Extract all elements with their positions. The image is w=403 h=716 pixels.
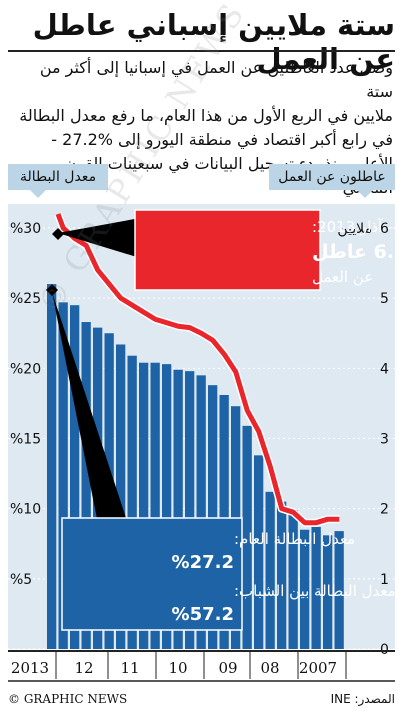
callout-diamond-bar bbox=[46, 284, 58, 296]
x-tick-label: 2007 bbox=[299, 659, 337, 677]
right-tick-label: 1 bbox=[380, 572, 389, 588]
callout-red-line2: 6.202.700 عاطل bbox=[312, 241, 403, 263]
footer: © GRAPHIC NEWS المصدر: INE bbox=[8, 688, 395, 712]
x-tick-label: 11 bbox=[120, 659, 139, 677]
bar bbox=[242, 425, 252, 649]
callout-blue-box bbox=[61, 517, 243, 631]
bar bbox=[127, 355, 137, 649]
bar bbox=[162, 364, 172, 649]
intro-line: في رابع أكبر اقتصاد في منطقة اليورو إلى … bbox=[51, 130, 393, 149]
bar bbox=[208, 385, 218, 649]
callout-diamond-top bbox=[52, 228, 64, 240]
page-title: ستة ملايين إسباني عاطل عن العمل bbox=[32, 8, 395, 76]
bar bbox=[70, 305, 80, 649]
x-tick-label: 09 bbox=[218, 659, 237, 677]
legend-unemployment-rate: معدل البطالة bbox=[8, 164, 108, 198]
bar bbox=[300, 529, 310, 649]
callout-blue-pointer bbox=[52, 292, 128, 524]
bar bbox=[116, 344, 126, 649]
title-rule bbox=[8, 50, 395, 52]
x-tick-label: 08 bbox=[260, 659, 279, 677]
right-tick-label: 5 bbox=[380, 291, 389, 307]
intro-text: وصل عدد العاطلين عن العمل في إسبانيا إلى… bbox=[10, 56, 393, 200]
bar bbox=[196, 375, 206, 649]
callouts: كانون الثاني - آذار 2013: 6.202.700 عاطل… bbox=[46, 209, 403, 631]
bar bbox=[254, 455, 264, 649]
x-tick-label: 10 bbox=[168, 659, 187, 677]
bar bbox=[334, 531, 344, 649]
left-tick-label: %30 bbox=[10, 221, 41, 237]
callout-red-box bbox=[134, 209, 321, 291]
bar bbox=[150, 362, 160, 649]
callout-blue-value1: %27.2 bbox=[172, 552, 234, 573]
source-text: المصدر: INE bbox=[330, 692, 395, 706]
x-tick-label: 2013 bbox=[11, 659, 49, 677]
callout-red-pointer bbox=[58, 218, 140, 258]
right-tick-label: 3 bbox=[380, 432, 389, 448]
legend-unemployed: عاطلون عن العمل bbox=[269, 164, 395, 198]
callout-blue-value2: %57.2 bbox=[172, 604, 234, 625]
bar bbox=[311, 526, 321, 649]
bar bbox=[185, 371, 195, 649]
left-tick-label: %5 bbox=[10, 572, 32, 588]
bar bbox=[288, 510, 298, 649]
left-tick-label: %20 bbox=[10, 361, 41, 377]
left-tick-label: %10 bbox=[10, 502, 41, 518]
bar bbox=[139, 362, 149, 649]
callout-blue-label1: معدل البطالة العام: bbox=[234, 530, 355, 548]
left-tick-label: %15 bbox=[10, 432, 41, 448]
right-tick-label: 4 bbox=[380, 361, 389, 377]
axes: %30%25%20%15%10%56543210ملايين2013121110… bbox=[8, 221, 395, 682]
credit-text: © GRAPHIC NEWS bbox=[8, 692, 128, 706]
chart: %30%25%20%15%10%56543210ملايين2013121110… bbox=[8, 204, 403, 682]
bar bbox=[265, 491, 275, 649]
right-tick-label: 6 bbox=[380, 221, 389, 237]
callout-red-line3: عن العمل bbox=[312, 268, 373, 286]
x-tick-label: 12 bbox=[74, 659, 93, 677]
intro-line: ملايين في الربع الأول من هذا العام، ما ر… bbox=[19, 106, 393, 125]
bar bbox=[323, 535, 333, 649]
bar bbox=[277, 501, 287, 649]
left-tick-label: %25 bbox=[10, 291, 41, 307]
intro-line: وصل عدد العاطلين عن العمل في إسبانيا إلى… bbox=[39, 58, 393, 101]
right-tick-label: 2 bbox=[380, 502, 389, 518]
bar bbox=[47, 284, 57, 649]
bar bbox=[173, 369, 183, 649]
callout-red-line1: كانون الثاني - آذار 2013: bbox=[312, 218, 403, 237]
callout-blue-label2: معدل البطالة بين الشباب: bbox=[234, 582, 396, 600]
bar bbox=[81, 322, 91, 649]
line-series bbox=[54, 212, 340, 527]
bar bbox=[58, 302, 68, 649]
line-path bbox=[55, 213, 340, 526]
right-axis-unit: ملايين bbox=[337, 221, 372, 237]
